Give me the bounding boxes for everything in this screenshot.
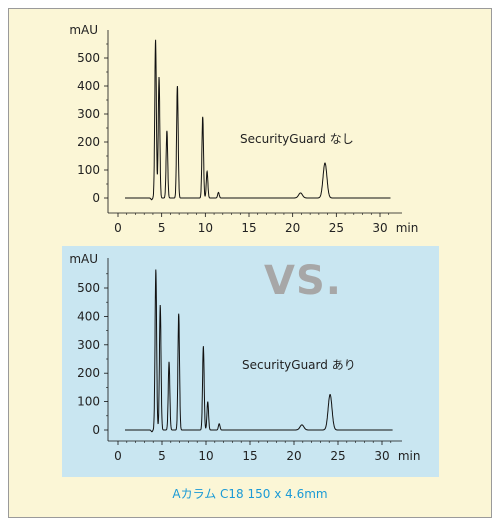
column-caption: Aカラム C18 150 x 4.6mm: [172, 487, 328, 501]
peak-apex-4: [178, 313, 179, 314]
chart-annotation: SecurityGuard あり: [242, 358, 356, 372]
y-tick-label: 400: [77, 79, 100, 93]
x-tick-label: 30: [374, 449, 389, 463]
bottom-panel-background: [62, 246, 439, 477]
x-tick-label: 0: [114, 221, 122, 235]
peak-apex-9: [324, 162, 325, 163]
y-tick-label: 500: [77, 51, 100, 65]
peak-apex-2: [158, 76, 159, 77]
vs-label: VS.: [264, 258, 342, 304]
peak-apex-7: [218, 192, 219, 193]
y-tick-label: 100: [77, 395, 100, 409]
x-tick-label: 0: [114, 449, 122, 463]
x-unit-label: min: [398, 449, 421, 463]
y-tick-label: 500: [77, 281, 100, 295]
peak-apex-4: [177, 85, 178, 86]
peak-apex-3: [166, 130, 167, 131]
x-tick-label: 25: [329, 221, 344, 235]
chromatogram-trace: [125, 269, 393, 433]
peak-apex-5: [203, 346, 204, 347]
x-tick-label: 15: [241, 221, 256, 235]
y-tick-label: 300: [77, 107, 100, 121]
x-tick-label: 25: [330, 449, 345, 463]
x-tick-label: 5: [158, 221, 166, 235]
x-tick-label: 10: [198, 449, 213, 463]
y-unit-label: mAU: [69, 252, 98, 266]
peak-apex-1: [155, 39, 156, 40]
chromatogram-bottom: 0 100 200 300 400 500 0 5 10 15 20 25 30 mAU min Securi…: [69, 252, 420, 463]
y-tick-label: 300: [77, 338, 100, 352]
peak-apex-8: [301, 424, 302, 425]
peak-apex-7: [219, 423, 220, 424]
y-tick-label: 200: [77, 135, 100, 149]
peak-apex-6: [207, 401, 208, 402]
y-tick-label: 400: [77, 309, 100, 323]
x-tick-label: 10: [198, 221, 213, 235]
x-tick-label: 30: [372, 221, 387, 235]
peak-apex-5: [202, 116, 203, 117]
y-unit-label: mAU: [69, 23, 98, 37]
chromatogram-trace: [125, 39, 391, 201]
x-unit-label: min: [396, 221, 419, 235]
peak-apex-1: [155, 269, 156, 270]
chart-annotation: SecurityGuard なし: [240, 132, 354, 146]
peak-apex-8: [300, 192, 301, 193]
x-tick-label: 5: [158, 449, 166, 463]
y-tick-label: 100: [77, 163, 100, 177]
y-tick-label: 0: [92, 423, 100, 437]
peak-apex-6: [206, 171, 207, 172]
x-tick-label: 20: [286, 449, 301, 463]
peak-apex-9: [329, 394, 330, 395]
peak-apex-3: [168, 361, 169, 362]
chromatogram-top: 0 100 200 300 400 500 0 5 10 15 20 25 30 mAU min Securi…: [69, 23, 418, 235]
peak-apex-2: [160, 304, 161, 305]
x-tick-label: 20: [285, 221, 300, 235]
x-tick-label: 15: [242, 449, 257, 463]
y-tick-label: 0: [92, 191, 100, 205]
y-tick-label: 200: [77, 366, 100, 380]
